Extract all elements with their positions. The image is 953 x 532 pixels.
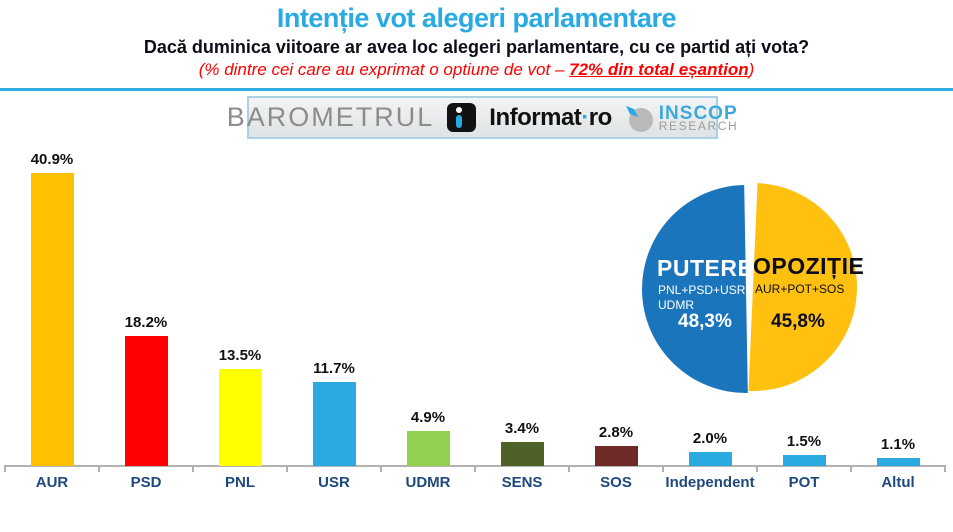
inscop-compass-icon <box>625 105 653 132</box>
category-label-Altul: Altul <box>881 474 915 491</box>
bar-value-label-SENS: 3.4% <box>504 420 540 437</box>
informat-tld: ro <box>588 103 613 131</box>
bar-Independent <box>688 452 732 466</box>
category-label-SENS: SENS <box>501 474 543 491</box>
separator-line <box>0 88 953 91</box>
pie-label-putere: PUTERE <box>657 255 754 281</box>
page-title: Intenție vot alegeri parlamentare <box>276 3 677 33</box>
pie-label-putere-detail1: PNL+PSD+USR+ <box>658 283 753 297</box>
survey-question: Dacă duminica viitoare ar avea loc alege… <box>143 37 810 57</box>
axis-tick <box>380 465 382 472</box>
axis-tick <box>944 465 946 472</box>
informat-icon-stem <box>456 115 463 128</box>
category-label-Independent: Independent <box>665 474 755 491</box>
axis-tick <box>850 465 852 472</box>
pie-label-putere-detail2: UDMR <box>658 298 694 312</box>
axis-tick <box>4 465 6 472</box>
bar-USR <box>312 382 356 466</box>
category-label-UDMR: UDMR <box>405 474 451 491</box>
axis-tick <box>662 465 664 472</box>
bar-value-label-UDMR: 4.9% <box>410 409 446 426</box>
sample-note-underlined: 72% din total eșantion <box>569 60 749 79</box>
pie-value-putere: 48,3% <box>678 311 732 332</box>
axis-tick <box>98 465 100 472</box>
category-label-USR: USR <box>318 474 350 491</box>
bar-PSD <box>124 336 168 466</box>
inscop-research: RESEARCH <box>658 118 739 133</box>
logo-banner: BAROMETRUL Informat·ro INSCOP RESEARCH <box>227 96 737 139</box>
category-label-AUR: AUR <box>35 474 69 491</box>
sample-note-prefix: (% dintre cei care au exprimat o optiune… <box>198 60 570 79</box>
bar-SENS <box>500 442 544 466</box>
inscop-logo: INSCOP RESEARCH <box>625 103 738 133</box>
category-label-SOS: SOS <box>600 474 632 491</box>
informat-ro-logo-text: Informat·ro <box>489 104 612 132</box>
axis-tick <box>192 465 194 472</box>
barometrul-logo-text: BAROMETRUL <box>226 102 435 132</box>
bar-POT <box>782 455 826 466</box>
axis-tick <box>756 465 758 472</box>
informat-dot: · <box>581 103 589 131</box>
bar-value-label-Altul: 1.1% <box>880 436 916 453</box>
pie-slice-putere <box>642 185 748 393</box>
bar-UDMR <box>406 431 450 466</box>
pie-value-opozitie: 45,8% <box>771 311 825 332</box>
pie-slice-opozitie <box>748 183 857 391</box>
bar-value-label-SOS: 2.8% <box>598 424 634 441</box>
informat-name: Informat <box>489 103 582 131</box>
bar-value-label-PSD: 18.2% <box>124 314 168 331</box>
inscop-logo-text: INSCOP RESEARCH <box>659 104 738 132</box>
informat-ro-icon <box>447 103 477 132</box>
bar-AUR <box>30 173 74 466</box>
bar-value-label-USR: 11.7% <box>313 360 355 377</box>
inscop-name: INSCOP <box>658 102 738 124</box>
axis-tick <box>286 465 288 472</box>
axis-tick <box>474 465 476 472</box>
bar-Altul <box>876 458 920 466</box>
bar-PNL <box>218 369 262 466</box>
bar-SOS <box>594 446 638 466</box>
category-label-PSD: PSD <box>130 474 162 491</box>
sample-note-suffix: ) <box>748 60 755 79</box>
category-label-PNL: PNL <box>225 474 255 491</box>
axis-tick <box>568 465 570 472</box>
pie-label-opozitie: OPOZIȚIE <box>753 253 865 279</box>
category-label-POT: POT <box>788 474 820 491</box>
power-opposition-pie-chart <box>642 183 857 393</box>
bar-value-label-PNL: 13.5% <box>218 347 262 364</box>
informat-icon-dot <box>456 107 463 113</box>
bar-value-label-POT: 1.5% <box>786 433 822 450</box>
sample-note: (% dintre cei care au exprimat o optiune… <box>0 60 953 80</box>
bar-value-label-Independent: 2.0% <box>692 430 728 447</box>
bar-value-label-AUR: 40.9% <box>30 151 74 168</box>
pie-label-opozitie-detail1: AUR+POT+SOS <box>755 282 845 296</box>
